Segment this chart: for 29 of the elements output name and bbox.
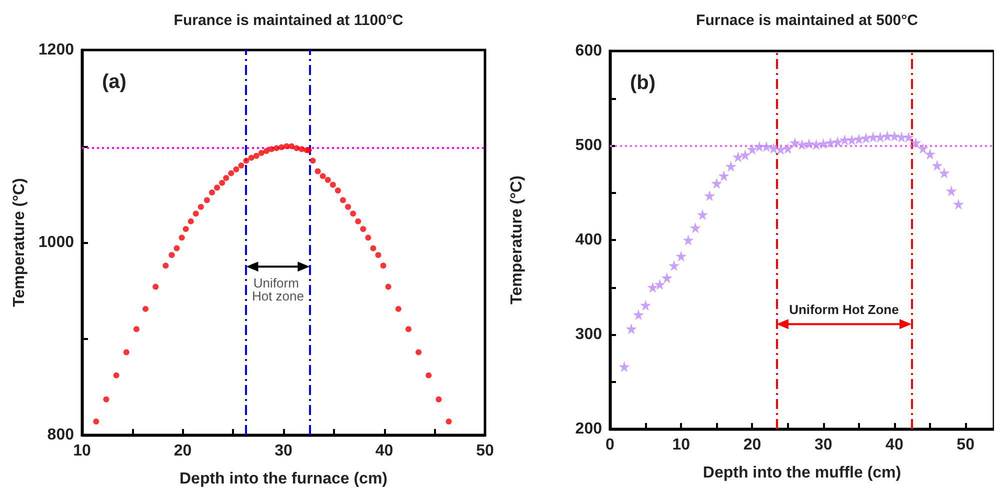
x-tick-label: 20 — [743, 436, 762, 454]
y-tick-label: 500 — [575, 137, 602, 154]
y-tick-label: 1000 — [38, 234, 74, 251]
annotation: Uniform Hot Zone — [789, 302, 899, 318]
y-tick-label: 400 — [575, 232, 602, 248]
x-tick-label: 50 — [956, 436, 975, 454]
x-tick-label: 40 — [375, 442, 394, 460]
y-tick-label: 800 — [47, 426, 74, 444]
x-tick-label: 30 — [274, 442, 292, 460]
y-tick-label: 1200 — [38, 42, 74, 58]
x-tick-label: 30 — [814, 436, 832, 454]
x-tick-label: 20 — [174, 442, 192, 460]
annotation: (a) — [102, 71, 126, 93]
x-tick-label: 10 — [73, 442, 91, 460]
annotation: (b) — [630, 72, 656, 94]
x-tick-label: 50 — [476, 442, 494, 460]
y-tick-label: 200 — [575, 420, 602, 438]
x-tick-label: 0 — [606, 436, 615, 454]
annotation: Uniform Hot zone — [252, 276, 304, 304]
y-axis-title: Temperature (°C) — [11, 178, 28, 307]
x-axis-title: Depth into the muffle (cm) — [702, 464, 902, 482]
chart-title: Furnace is maintained at 500°C — [696, 12, 918, 29]
y-tick-label: 300 — [575, 326, 602, 343]
chart-title: Furance is maintained at 1100°C — [174, 12, 404, 29]
x-tick-label: 10 — [672, 436, 690, 454]
x-axis-title: Depth into the furnace (cm) — [179, 470, 388, 488]
y-axis-title: Temperature (°C) — [508, 176, 526, 304]
x-tick-label: 40 — [886, 436, 904, 454]
y-tick-label: 600 — [575, 42, 602, 60]
